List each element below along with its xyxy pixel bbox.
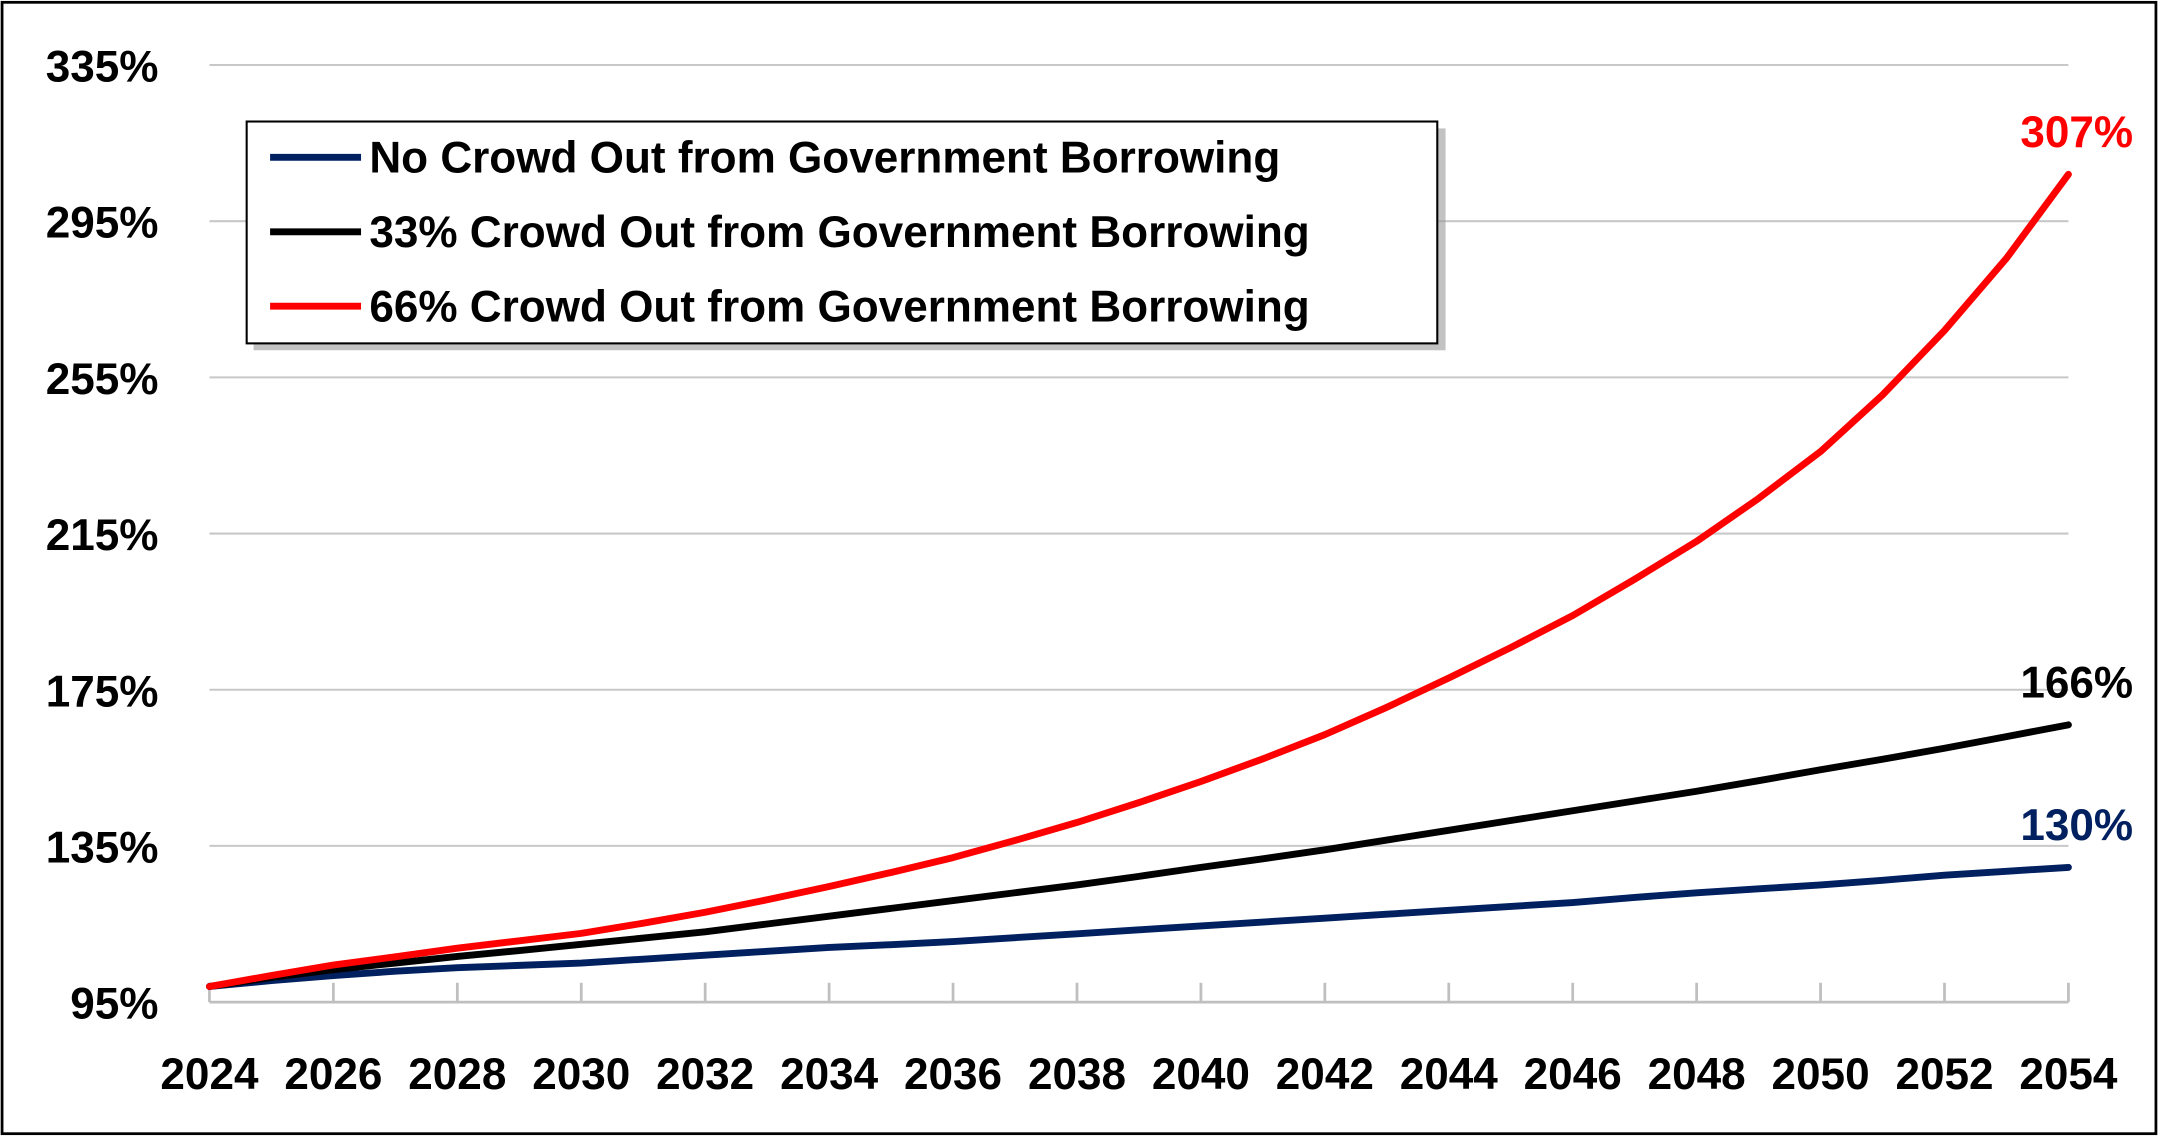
legend: No Crowd Out from Government Borrowing 33…: [245, 120, 1446, 351]
end-value-label: 130%: [2020, 801, 2133, 850]
x-tick-label: 2032: [656, 1050, 754, 1099]
series-line: [206, 721, 2072, 990]
x-tick-label: 2038: [1028, 1050, 1126, 1099]
x-tick-label: 2036: [904, 1050, 1002, 1099]
end-value-label: 166%: [2020, 658, 2133, 707]
legend-box: [245, 120, 1439, 345]
x-tick-label: 2030: [532, 1050, 630, 1099]
x-tick-label: 2046: [1524, 1050, 1622, 1099]
x-tick-label: 2034: [780, 1050, 879, 1099]
y-tick-label: 335%: [46, 43, 159, 92]
y-tick-label: 175%: [46, 667, 159, 716]
x-tick-label: 2052: [1895, 1050, 1993, 1099]
legend-label: 66% Crowd Out from Government Borrowing: [369, 282, 1309, 331]
x-tick-label: 2024: [160, 1050, 259, 1099]
y-tick-label: 255%: [46, 355, 159, 404]
x-tick-label: 2028: [408, 1050, 506, 1099]
x-tick-label: 2050: [1772, 1050, 1870, 1099]
y-tick-label: 135%: [46, 823, 159, 872]
x-tick-label: 2042: [1276, 1050, 1374, 1099]
legend-label: 33% Crowd Out from Government Borrowing: [369, 208, 1309, 257]
y-tick-label: 215%: [46, 511, 159, 560]
x-tick-label: 2044: [1400, 1050, 1499, 1099]
x-tick-label: 2054: [2019, 1050, 2118, 1099]
x-tick-label: 2026: [284, 1050, 382, 1099]
series-line: [206, 170, 2072, 990]
series-line: [206, 863, 2072, 990]
end-value-label: 307%: [2020, 108, 2133, 157]
y-tick-label: 95%: [70, 980, 158, 1029]
x-tick-label: 2040: [1152, 1050, 1250, 1099]
y-tick-label: 295%: [46, 199, 159, 248]
x-tick-label: 2048: [1648, 1050, 1746, 1099]
legend-label: No Crowd Out from Government Borrowing: [369, 134, 1280, 183]
